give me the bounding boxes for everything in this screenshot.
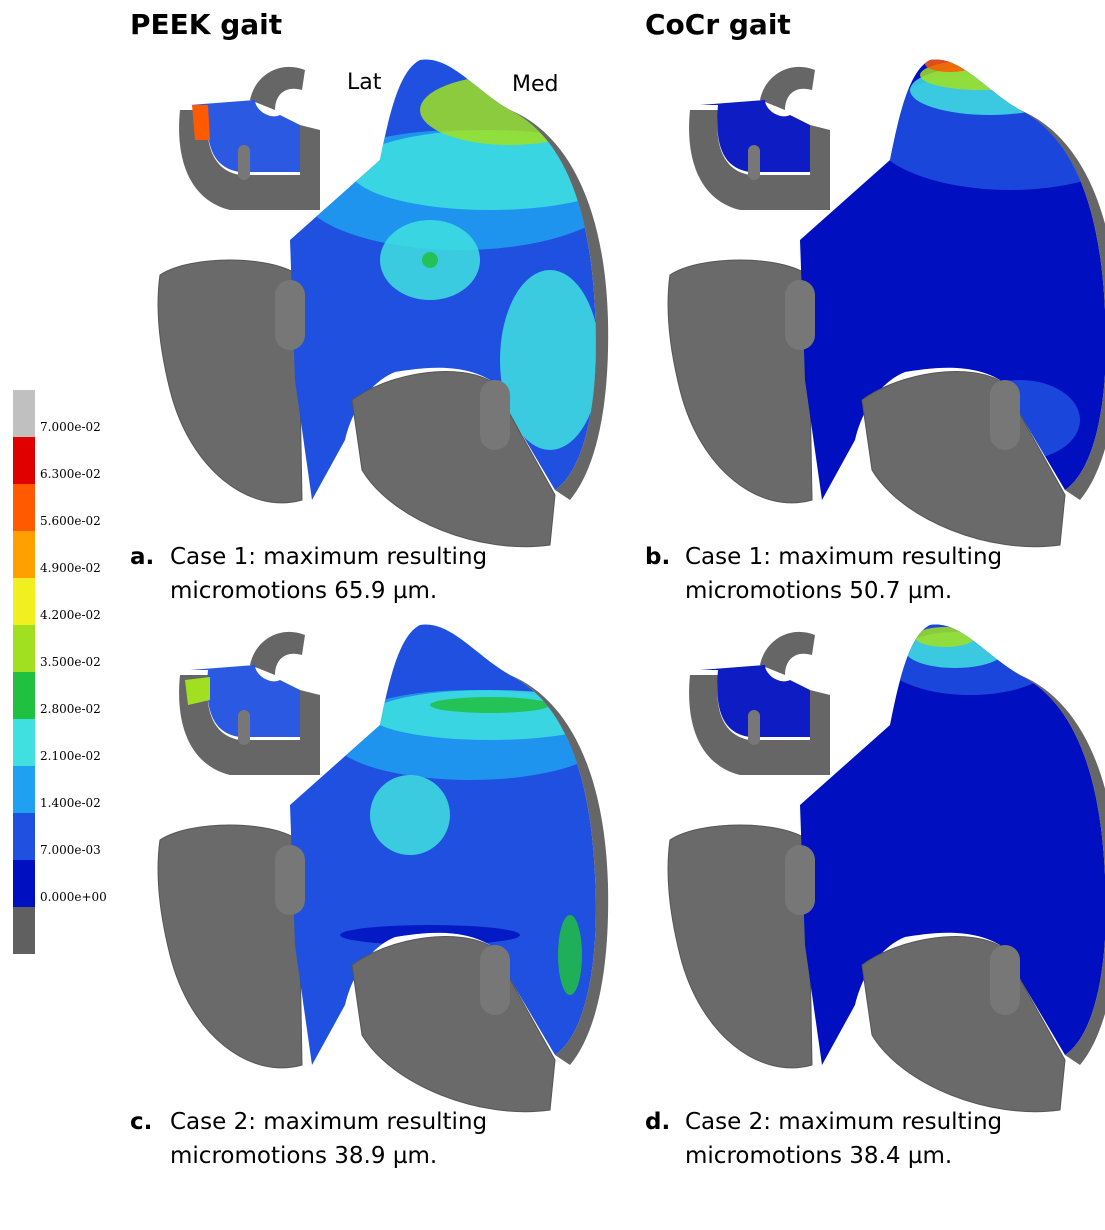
- side-label: Lat: [347, 70, 381, 95]
- peg: [480, 380, 510, 450]
- artwork: [0, 0, 1105, 1230]
- legend-label: 6.300e-02: [40, 467, 101, 481]
- legend-swatch: [13, 672, 35, 719]
- contour-patch: [422, 252, 438, 268]
- contour-patch: [558, 915, 582, 995]
- legend-swatch: [13, 625, 35, 672]
- contour-patch: [915, 627, 975, 647]
- legend-swatch: [13, 719, 35, 766]
- legend-label: 7.000e-02: [40, 420, 101, 434]
- implant-view: [158, 60, 630, 547]
- contour-patch: [370, 775, 450, 855]
- inset-peg: [238, 710, 250, 745]
- legend-swatch: [13, 907, 35, 954]
- inset-hot: [185, 677, 210, 705]
- legend-swatch: [13, 390, 35, 437]
- caption-text: Case 2: maximum resulting micromotions 3…: [170, 1105, 500, 1173]
- peg: [785, 280, 815, 350]
- peg: [480, 945, 510, 1015]
- legend-label: 4.200e-02: [40, 608, 101, 622]
- legend-label: 7.000e-03: [40, 843, 101, 857]
- legend-label: 0.000e+00: [40, 890, 107, 904]
- legend-swatch: [13, 578, 35, 625]
- legend-label: 4.900e-02: [40, 561, 101, 575]
- legend-label: 5.600e-02: [40, 514, 101, 528]
- inset-hot: [192, 105, 210, 140]
- legend-swatch: [13, 484, 35, 531]
- title: PEEK gait: [130, 8, 282, 41]
- caption-letter: d.: [645, 1105, 670, 1139]
- figure: PEEK gait CoCr gait Lat Med a. Case 1: ma…: [0, 0, 1105, 1230]
- implant-view: [158, 625, 610, 1112]
- contours: [880, 615, 1060, 695]
- peg: [785, 845, 815, 915]
- caption-letter: b.: [645, 540, 670, 574]
- implant-view: [668, 56, 1105, 547]
- peg: [990, 380, 1020, 450]
- caption-text: Case 2: maximum resulting micromotions 3…: [685, 1105, 1015, 1173]
- contour-patch: [925, 56, 975, 72]
- legend-swatch: [13, 860, 35, 907]
- inset-peg: [748, 145, 760, 180]
- legend-label: 1.400e-02: [40, 796, 101, 810]
- side-label: Med: [512, 72, 558, 97]
- caption-text: Case 1: maximum resulting micromotions 6…: [170, 540, 500, 608]
- legend-swatch: [13, 813, 35, 860]
- legend-swatch: [13, 531, 35, 578]
- legend-label: 2.100e-02: [40, 749, 101, 763]
- implant-view: [668, 615, 1105, 1112]
- inset-peg: [748, 710, 760, 745]
- legend-label: 3.500e-02: [40, 655, 101, 669]
- peg: [990, 945, 1020, 1015]
- peg: [275, 280, 305, 350]
- legend-swatch: [13, 437, 35, 484]
- caption-letter: c.: [130, 1105, 152, 1139]
- legend-swatch: [13, 766, 35, 813]
- title: CoCr gait: [645, 8, 791, 41]
- caption-letter: a.: [130, 540, 154, 574]
- inset-peg: [238, 145, 250, 180]
- contour-patch: [430, 697, 550, 713]
- caption-text: Case 1: maximum resulting micromotions 5…: [685, 540, 1015, 608]
- peg: [275, 845, 305, 915]
- legend-label: 2.800e-02: [40, 702, 101, 716]
